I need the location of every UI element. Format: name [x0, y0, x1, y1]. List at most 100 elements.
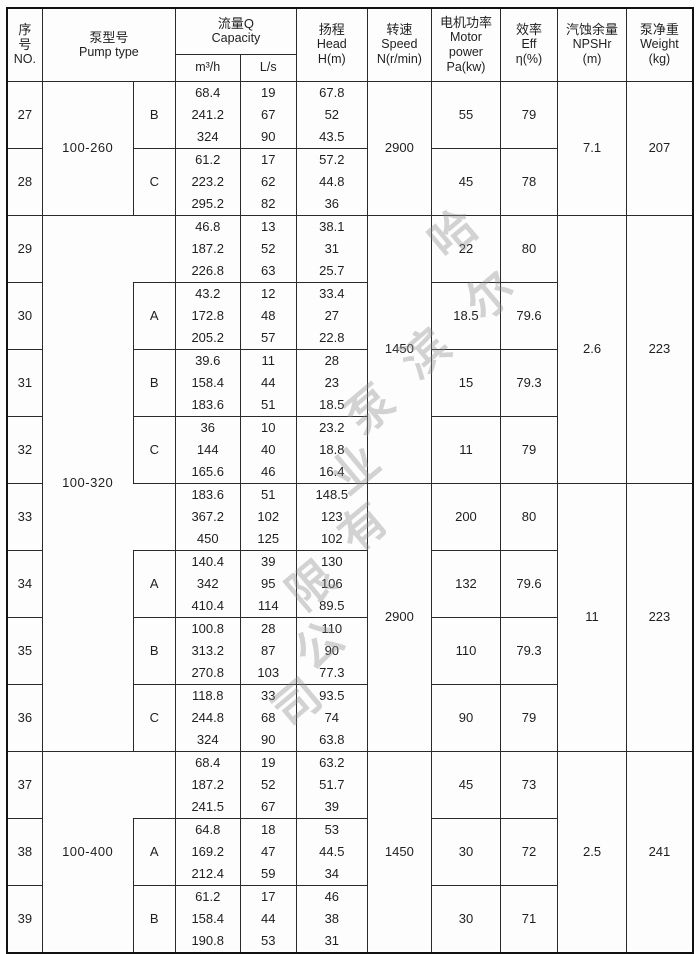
head-cell: 46 38 31	[296, 884, 368, 953]
eff-cell: 79	[499, 80, 559, 149]
row-no: 39	[6, 884, 43, 953]
power-cell: 30	[431, 884, 501, 953]
eff-cell: 73	[499, 750, 559, 819]
header-eff-cn: 效率	[515, 22, 542, 38]
capacity-ls-cell: 19 67 90	[239, 80, 297, 149]
table-row-27: 27 100-260 B 68.4 241.2 324 19 67 90 67.8 52 4…	[6, 80, 694, 216]
variant-letter-cell	[133, 214, 176, 283]
header-power-en1: Motor	[449, 29, 482, 44]
capacity-m3h-cell: 46.8 187.2 226.8	[174, 214, 241, 283]
eff-cell: 79.3	[499, 348, 559, 417]
capacity-ls-cell: 17 62 82	[239, 147, 297, 216]
row-no: 30	[6, 281, 43, 350]
power-cell: 90	[431, 683, 501, 752]
capacity-ls-cell: 39 95 114	[239, 549, 297, 618]
eff-cell: 79.6	[499, 549, 559, 618]
header-unit-m3h: m³/h	[174, 53, 241, 82]
capacity-m3h-cell: 118.8 244.8 324	[174, 683, 241, 752]
row-no: 31	[6, 348, 43, 417]
power-cell: 55	[431, 80, 501, 149]
weight-cell: 207	[625, 80, 694, 216]
variant-letter-cell: B	[132, 348, 176, 417]
capacity-m3h-cell: 68.4 187.2 241.5	[174, 750, 241, 819]
header-no-cn1: 序	[18, 22, 32, 38]
row-no: 37	[6, 750, 43, 819]
head-cell: 93.5 74 63.8	[296, 683, 368, 752]
row-no: 32	[6, 415, 43, 484]
variant-letter-cell	[133, 750, 176, 819]
header-weight-en: Weight	[640, 37, 679, 52]
variant-letter-cell: A	[132, 281, 176, 350]
variant-letter-cell: B	[132, 616, 176, 685]
header-capacity-en: Capacity	[211, 31, 261, 46]
header-weight-unit: (kg)	[648, 52, 671, 67]
head-cell: 130 106 89.5	[296, 549, 368, 618]
npshr-cell: 2.5	[557, 750, 627, 953]
head-cell: 67.8 52 43.5	[296, 80, 368, 149]
speed-cell: 2900	[366, 482, 433, 752]
header-eff-unit: η(%)	[515, 52, 543, 67]
header-row-2: m³/h L/s	[7, 53, 693, 82]
variant-letter-cell: C	[132, 683, 176, 752]
power-cell: 18.5	[431, 281, 501, 350]
header-power-unit: Pa(kw)	[446, 59, 486, 74]
power-cell: 45	[431, 750, 501, 819]
table-row-35: 35 B 100.8 313.2 270.8 28 87 103 110 90 77.3 1…	[6, 616, 693, 685]
variant-letter-cell	[133, 482, 176, 551]
power-cell: 200	[431, 482, 501, 551]
row-no: 28	[6, 147, 43, 216]
capacity-m3h-cell: 36 144 165.6	[174, 415, 241, 484]
weight-cell: 223	[625, 214, 694, 484]
header-npshr-unit: (m)	[582, 52, 602, 67]
header-power-en2: power	[448, 44, 483, 59]
table-row-29: 29 100-320 46.8 187.2 226.8 13 52 63 38.1 31 2…	[6, 214, 694, 752]
eff-cell: 79	[499, 683, 559, 752]
table-row-30: 30 A 43.2 172.8 205.2 12 48 57 33.4 27 22.8 18…	[6, 281, 693, 350]
power-cell: 15	[431, 348, 501, 417]
capacity-ls-cell: 18 47 59	[239, 817, 297, 886]
head-cell: 148.5 123 102	[296, 482, 368, 551]
row-no: 27	[6, 80, 43, 149]
power-cell: 22	[431, 214, 501, 283]
header-speed-cn: 转速	[386, 22, 413, 38]
header-speed: 转速 Speed N(r/min)	[366, 7, 433, 82]
header-power: 电机功率 Motor power Pa(kw)	[431, 7, 501, 82]
variant-letter-cell: B	[132, 80, 176, 149]
head-cell: 63.2 51.7 39	[296, 750, 368, 819]
header-eff-en: Eff	[521, 37, 537, 52]
capacity-m3h-cell: 68.4 241.2 324	[174, 80, 241, 149]
capacity-ls-cell: 51 102 125	[239, 482, 297, 551]
head-cell: 110 90 77.3	[296, 616, 368, 685]
header-weight: 泵净重 Weight (kg)	[625, 7, 694, 82]
row-no: 33	[6, 482, 43, 551]
eff-cell: 78	[499, 147, 559, 216]
header-speed-en: Speed	[381, 37, 418, 52]
header-npshr-cn: 汽蚀余量	[566, 22, 619, 38]
head-cell: 33.4 27 22.8	[296, 281, 368, 350]
weight-cell: 223	[625, 482, 694, 752]
variant-letter-cell: B	[132, 884, 176, 953]
power-cell: 30	[431, 817, 501, 886]
capacity-m3h-cell: 61.2 158.4 190.8	[174, 884, 241, 953]
table-row-28: 28 C 61.2 223.2 295.2 17 62 82 57.2 44.8 36 45…	[6, 147, 693, 216]
header-npshr: 汽蚀余量 NPSHr (m)	[557, 7, 627, 82]
row-no: 29	[6, 214, 43, 283]
capacity-ls-cell: 19 52 67	[239, 750, 297, 819]
eff-cell: 72	[499, 817, 559, 886]
table-row-38: 38 A 64.8 169.2 212.4 18 47 59 53 44.5 34 30 7…	[6, 817, 693, 886]
header-weight-cn: 泵净重	[639, 22, 679, 38]
head-cell: 38.1 31 25.7	[296, 214, 368, 283]
pump-spec-table: 序 号 NO. 泵型号 Pump type 流量Q Capacity 扬程 He…	[6, 7, 694, 954]
npshr-cell: 2.6	[557, 214, 627, 484]
capacity-m3h-cell: 39.6 158.4 183.6	[174, 348, 241, 417]
row-no: 36	[6, 683, 43, 752]
eff-cell: 79.6	[499, 281, 559, 350]
head-cell: 23.2 18.8 16.4	[296, 415, 368, 484]
speed-cell: 1450	[366, 750, 433, 953]
header-head: 扬程 Head H(m)	[296, 7, 368, 82]
row-no: 35	[6, 616, 43, 685]
row-no: 34	[6, 549, 43, 618]
eff-cell: 80	[499, 482, 559, 551]
variant-letter-cell: C	[132, 415, 176, 484]
capacity-ls-cell: 33 68 90	[239, 683, 297, 752]
